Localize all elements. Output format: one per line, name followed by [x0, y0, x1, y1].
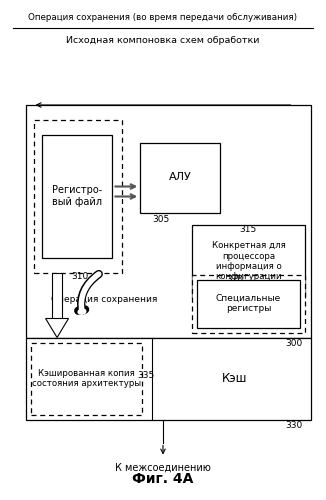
Bar: [52, 272, 62, 318]
Text: Фиг. 4А: Фиг. 4А: [132, 472, 194, 486]
Bar: [42, 135, 112, 258]
Text: Кэш: Кэш: [222, 372, 247, 385]
Bar: [197, 280, 300, 328]
Text: Операция сохранения: Операция сохранения: [51, 294, 157, 304]
Text: 305: 305: [153, 215, 170, 224]
Text: 335: 335: [137, 372, 154, 380]
Text: 320: 320: [227, 274, 244, 283]
Bar: [140, 142, 220, 212]
Text: Регистро-
вый файл: Регистро- вый файл: [52, 186, 103, 207]
Bar: [192, 225, 305, 298]
Text: 330: 330: [285, 422, 303, 430]
Polygon shape: [46, 318, 68, 338]
Text: 300: 300: [285, 339, 303, 348]
Bar: [31, 342, 142, 415]
Text: АЛУ: АЛУ: [169, 172, 191, 182]
Text: 310: 310: [71, 272, 88, 281]
Bar: [26, 105, 311, 338]
Text: Конкретная для
процессора
информация о
конфигурации: Конкретная для процессора информация о к…: [212, 241, 286, 282]
Text: Специальные
регистры: Специальные регистры: [216, 294, 281, 314]
Text: Кэшированная копия
состояния архитектуры: Кэшированная копия состояния архитектуры: [32, 369, 141, 388]
Text: Операция сохранения (во время передачи обслуживания): Операция сохранения (во время передачи о…: [28, 14, 298, 22]
Text: 315: 315: [240, 224, 257, 234]
Bar: [26, 338, 311, 420]
Bar: [192, 275, 305, 332]
Text: Исходная компоновка схем обработки: Исходная компоновка схем обработки: [66, 36, 260, 45]
Bar: [34, 120, 122, 272]
Text: К межсоединению: К межсоединению: [115, 462, 211, 472]
